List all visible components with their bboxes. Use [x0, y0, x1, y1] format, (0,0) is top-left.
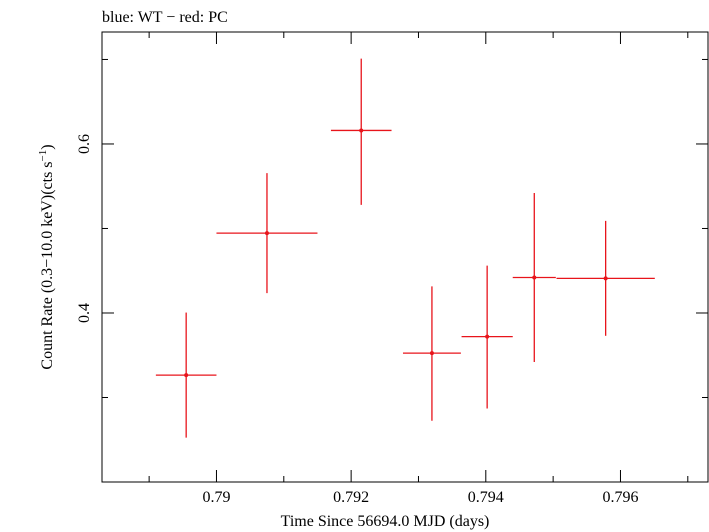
y-axis-ticks [102, 58, 708, 398]
data-point [512, 192, 556, 362]
y-tick-label: 0.4 [76, 303, 93, 323]
y-axis-tick-labels: 0.4 0.6 [76, 134, 93, 323]
point-marker [359, 128, 364, 133]
point-marker [184, 373, 189, 378]
x-axis-ticks [148, 32, 689, 482]
data-point [556, 220, 655, 336]
plot-frame [101, 31, 709, 483]
data-point [461, 265, 513, 409]
point-marker [485, 334, 490, 339]
y-axis-label-exponent: −1 [37, 150, 49, 162]
x-tick-label: 0.79 [202, 489, 230, 506]
point-marker [264, 231, 269, 236]
data-point [330, 58, 392, 205]
chart-title: blue: WT − red: PC [102, 9, 228, 26]
data-point [216, 173, 318, 294]
data-point [155, 312, 217, 438]
point-marker [603, 276, 608, 281]
x-tick-label: 0.796 [602, 489, 638, 506]
x-axis-label: Time Since 56694.0 MJD (days) [281, 513, 490, 530]
y-tick-label: 0.6 [76, 134, 93, 154]
x-tick-label: 0.794 [468, 489, 504, 506]
x-tick-label: 0.792 [333, 489, 369, 506]
data-point [402, 286, 461, 421]
point-marker [429, 351, 434, 356]
x-axis-tick-labels: 0.79 0.792 0.794 0.796 [202, 489, 638, 506]
data-points [155, 58, 655, 438]
y-axis-label-close: ) [39, 144, 56, 149]
y-axis-label-main: Count Rate (0.3−10.0 keV)(cts s [39, 161, 56, 369]
point-marker [532, 275, 537, 280]
y-axis-label: Count Rate (0.3−10.0 keV)(cts s−1) [37, 144, 56, 369]
